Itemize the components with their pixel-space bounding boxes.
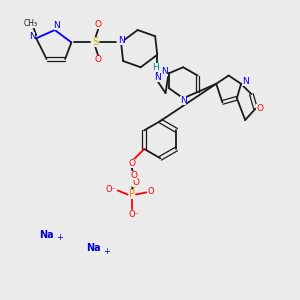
Text: S: S: [92, 38, 98, 47]
Text: O: O: [95, 56, 102, 64]
Text: H: H: [152, 63, 158, 72]
Text: O: O: [130, 171, 137, 180]
Text: N: N: [180, 96, 187, 105]
Text: O: O: [132, 178, 140, 187]
Text: N: N: [29, 32, 35, 41]
Text: Na: Na: [39, 230, 54, 240]
Text: O⁻: O⁻: [128, 210, 140, 219]
Text: O: O: [256, 104, 263, 113]
Text: Na: Na: [86, 243, 101, 253]
Text: N: N: [154, 73, 160, 82]
Text: O: O: [147, 187, 154, 196]
Text: P: P: [129, 190, 135, 200]
Text: O: O: [95, 20, 102, 29]
Text: +: +: [57, 233, 63, 242]
Text: O⁻: O⁻: [106, 185, 117, 194]
Text: N: N: [53, 21, 60, 30]
Text: +: +: [103, 247, 110, 256]
Text: N: N: [161, 67, 168, 76]
Text: N: N: [242, 77, 248, 86]
Text: O: O: [128, 159, 135, 168]
Text: N: N: [118, 36, 124, 45]
Text: CH₃: CH₃: [24, 19, 38, 28]
